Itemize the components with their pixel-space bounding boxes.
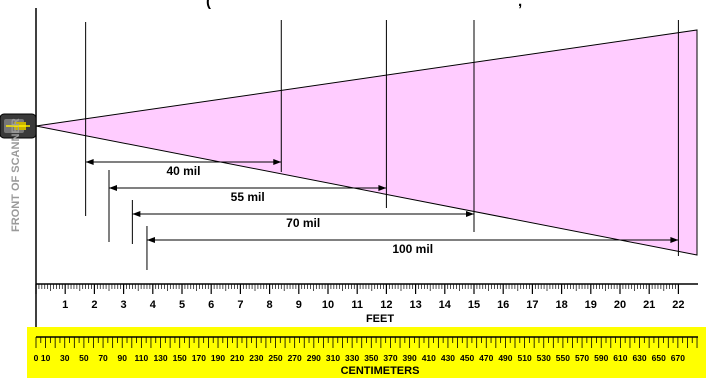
feet-tick-label: 4 (150, 299, 157, 311)
cm-tick-label: 410 (422, 353, 436, 363)
centimeters-axis-label: CENTIMETERS (341, 365, 420, 377)
feet-tick-label: 3 (121, 299, 127, 311)
feet-tick-label: 18 (555, 299, 567, 311)
feet-tick-label: 2 (91, 299, 97, 311)
cm-tick-label: 230 (249, 353, 263, 363)
feet-tick-label: 15 (468, 299, 480, 311)
scan-beam (35, 29, 698, 256)
cm-tick-label: 150 (173, 353, 187, 363)
cm-tick-label: 630 (632, 353, 646, 363)
feet-tick-label: 12 (380, 299, 392, 311)
arrowhead-left-icon (85, 159, 94, 165)
arrowhead-right-icon (378, 185, 387, 191)
cm-tick-label: 130 (153, 353, 167, 363)
centimeter-ruler: 0 10 30 50 70 90 110 130 150 170 190 210 230 250 270 29… (34, 336, 698, 363)
feet-tick-label: 22 (672, 299, 684, 311)
arrowhead-left-icon (109, 185, 117, 191)
cm-tick-label: 170 (192, 353, 206, 363)
arrowhead-right-icon (670, 237, 679, 243)
range-marker-lines (85, 20, 679, 270)
cm-tick-label: 650 (652, 353, 666, 363)
cm-tick-label: 330 (345, 353, 359, 363)
cm-tick-label: 50 (79, 353, 89, 363)
feet-tick-label: 8 (267, 299, 273, 311)
feet-tick-label: 1 (62, 299, 68, 311)
title-fragment-right: , (518, 0, 522, 10)
cm-tick-label: 370 (383, 353, 397, 363)
feet-tick-label: 9 (296, 299, 302, 311)
cm-tick-label: 430 (441, 353, 455, 363)
cm-tick-label: 0 (34, 353, 39, 363)
feet-axis-label: FEET (366, 313, 394, 325)
range-label: 100 mil (392, 242, 433, 256)
cm-tick-label: 470 (479, 353, 493, 363)
feet-tick-label: 5 (179, 299, 185, 311)
cm-tick-label: 250 (268, 353, 282, 363)
barcode-scanner-icon (0, 113, 37, 139)
range-arrows: 40 mil 55 mil 70 mil 100 mil (85, 159, 679, 256)
cm-tick-label: 390 (403, 353, 417, 363)
cm-tick-label: 550 (556, 353, 570, 363)
arrowhead-left-icon (132, 211, 141, 217)
arrowhead-left-icon (146, 237, 155, 243)
arrowhead-right-icon (466, 211, 474, 217)
cm-tick-label: 530 (537, 353, 551, 363)
range-label: 40 mil (166, 164, 200, 178)
feet-tick-label: 7 (237, 299, 243, 311)
arrowhead-right-icon (273, 159, 282, 165)
front-of-scanner-label: FRONT OF SCANNER (10, 118, 22, 232)
cm-tick-label: 210 (230, 353, 244, 363)
cm-tick-label: 270 (288, 353, 302, 363)
feet-tick-label: 6 (208, 299, 214, 311)
cm-tick-label: 90 (117, 353, 127, 363)
centimeter-band (27, 327, 706, 378)
cm-tick-label: 490 (498, 353, 512, 363)
cm-tick-label: 450 (460, 353, 474, 363)
cm-tick-label: 670 (671, 353, 685, 363)
feet-tick-label: 21 (643, 299, 655, 311)
feet-tick-label: 13 (409, 299, 421, 311)
cm-tick-label: 570 (575, 353, 589, 363)
cm-tick-label: 30 (60, 353, 70, 363)
cm-tick-label: 70 (98, 353, 108, 363)
cm-tick-label: 510 (517, 353, 531, 363)
cm-tick-label: 350 (364, 353, 378, 363)
cm-tick-label: 190 (211, 353, 225, 363)
feet-tick-label: 20 (614, 299, 626, 311)
title-fragment-left: ( (206, 0, 211, 10)
feet-tick-label: 19 (585, 299, 597, 311)
feet-ruler: 1 2 3 4 5 6 7 8 9 10 11 12 13 14 15 16 17 18 19 20 21 22 (35, 283, 698, 311)
feet-tick-label: 14 (439, 299, 452, 311)
feet-tick-label: 10 (322, 299, 334, 311)
cm-tick-label: 610 (613, 353, 627, 363)
feet-tick-label: 16 (497, 299, 509, 311)
range-label: 55 mil (231, 190, 265, 204)
cm-tick-label: 110 (135, 353, 149, 363)
cm-tick-label: 10 (41, 353, 51, 363)
feet-tick-label: 11 (351, 299, 363, 311)
cm-tick-label: 290 (307, 353, 321, 363)
cm-tick-label: 590 (594, 353, 608, 363)
range-label: 70 mil (286, 216, 320, 230)
cm-tick-label: 310 (326, 353, 340, 363)
feet-tick-label: 17 (526, 299, 538, 311)
